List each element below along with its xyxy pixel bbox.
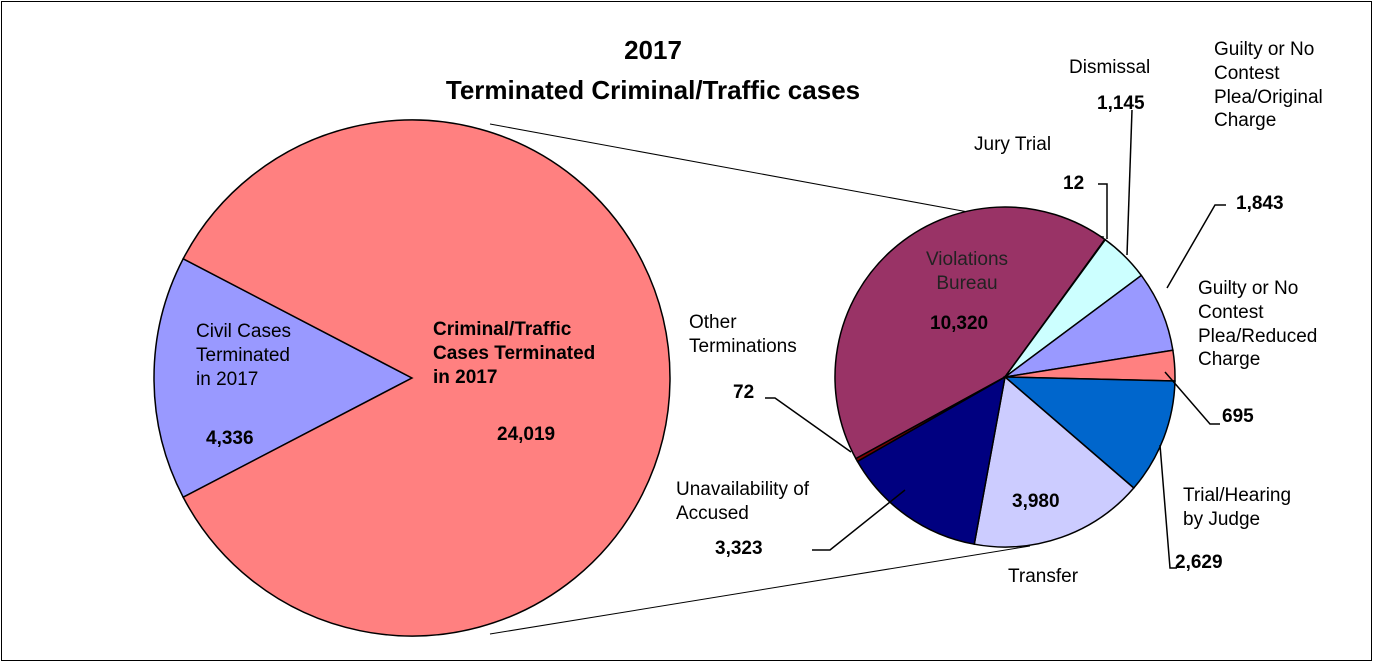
category-label: Transfer [1008,566,1079,587]
leader-line [1098,183,1108,239]
category-label: Civil Cases Terminated in 2017 [196,321,292,390]
pie-slice [854,376,1006,463]
data-label: 2,629 [1175,552,1223,573]
leader-lines [765,109,1226,569]
slices [153,119,1176,637]
category-label: Jury Trial [974,134,1052,155]
category-label: Unavailability of Accused [676,479,810,524]
leader-line [1126,109,1133,256]
pie-slice [834,206,1106,460]
data-label: 72 [733,382,755,403]
leader-line [1159,444,1177,569]
data-label: 1,145 [1097,93,1145,114]
data-label: 10,320 [930,313,989,334]
data-label: 24,019 [497,424,556,445]
leader-line [1166,204,1226,289]
pie-slice [1002,376,1176,490]
category-label: Guilty or No Contest Plea/Reduced Charge [1198,278,1318,371]
category-label: Dismissal [1069,57,1151,78]
data-label: 1,843 [1236,193,1284,214]
leader-line [765,397,852,453]
data-label: 3,980 [1012,491,1060,512]
pie-slice [973,375,1135,548]
category-label: Violations Bureau [925,249,1009,294]
data-label: 695 [1222,406,1254,427]
category-label: Other Terminations [689,312,797,357]
leader-line [1164,371,1220,425]
chart-title: 2017 Terminated Criminal/Traffic cases [445,35,861,105]
connector-line [489,545,1031,635]
pie-slice [153,257,414,499]
pie-slice [856,375,1007,546]
pie-slice [182,119,671,637]
category-label: Guilty or No Contest Plea/Original Charg… [1214,39,1323,132]
data-label: 4,336 [206,428,254,449]
category-label: Criminal/Traffic Cases Terminated in 201… [433,319,596,388]
data-label: 12 [1063,173,1085,194]
data-label: 3,323 [715,538,763,559]
leader-line [812,489,906,551]
category-label: Trial/Hearing by Judge [1183,485,1292,530]
